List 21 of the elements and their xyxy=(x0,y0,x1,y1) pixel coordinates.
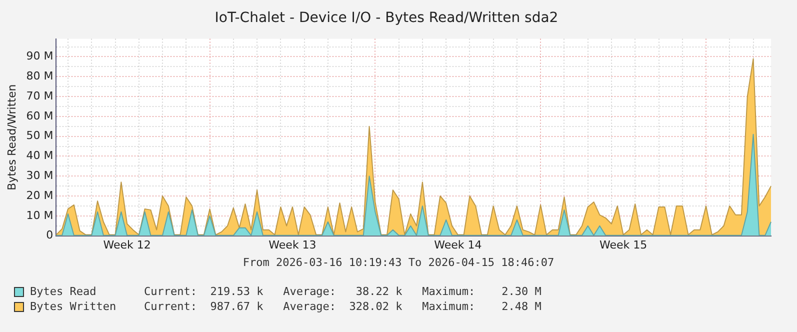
y-tick-label: 10 M xyxy=(26,208,54,222)
x-tick-label: Week 14 xyxy=(434,238,482,252)
y-tick-label: 50 M xyxy=(26,129,54,142)
y-tick-label: 30 M xyxy=(26,168,54,182)
x-tick-label: Week 13 xyxy=(268,238,316,252)
text: Current: 219.53 k Average: 38.22 k Maximum: 2.30 M xyxy=(144,285,542,298)
y-tick-label: 60 M xyxy=(26,109,54,122)
y-tick-label: 70 M xyxy=(26,89,54,102)
y-tick-label: 80 M xyxy=(26,69,54,82)
chart-title: IoT-Chalet - Device I/O - Bytes Read/Written sda2 xyxy=(214,10,558,26)
x-tick-label: Week 15 xyxy=(599,238,648,252)
legend-label: Bytes Written xyxy=(30,300,118,313)
x-tick-label: Week 12 xyxy=(103,238,151,252)
y-tick-label: 90 M xyxy=(26,50,54,63)
text: From 2026-03-16 10:19:43 To 2026-04-15 18:46:07 xyxy=(242,256,556,269)
y-axis-title: Bytes Read/Written xyxy=(5,84,18,190)
text: Current: 987.67 k Average: 328.02 k Maximum: 2.48 M xyxy=(144,300,542,313)
y-tick-label: 0 xyxy=(46,228,54,242)
y-tick-label: 20 M xyxy=(26,188,54,202)
legend-label: Bytes Read xyxy=(30,285,98,298)
y-tick-label: 40 M xyxy=(26,149,54,162)
